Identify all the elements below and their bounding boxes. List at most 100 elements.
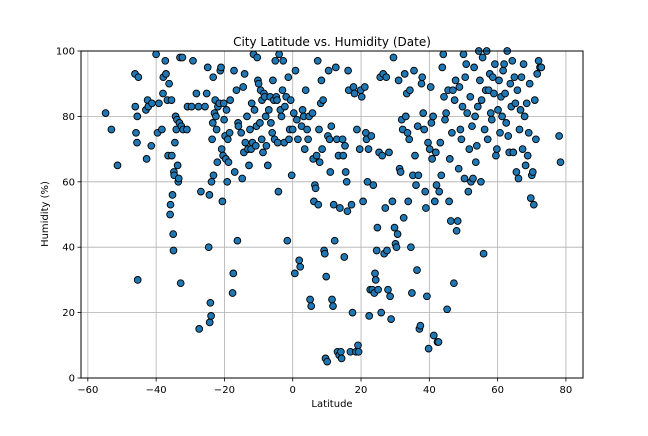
data-point (493, 145, 501, 153)
data-point (347, 200, 356, 209)
data-point (470, 63, 478, 72)
data-point (439, 50, 448, 59)
data-point (462, 60, 471, 68)
data-point (311, 184, 320, 193)
data-point (329, 302, 337, 310)
data-point (292, 115, 301, 124)
data-point (457, 135, 466, 144)
data-point (306, 295, 314, 304)
data-point (197, 187, 205, 196)
data-point (297, 122, 306, 131)
data-point (471, 158, 480, 167)
data-point (509, 148, 518, 157)
data-point (442, 109, 450, 117)
data-point (273, 138, 282, 147)
data-point (218, 197, 227, 206)
data-point (372, 246, 381, 255)
data-point (223, 135, 232, 144)
data-point (465, 145, 474, 153)
data-point (537, 63, 546, 72)
data-point (392, 243, 401, 252)
data-point (133, 112, 142, 121)
data-point (101, 109, 110, 117)
data-point (152, 50, 160, 59)
data-point (529, 200, 538, 209)
data-point (237, 128, 246, 137)
data-point (176, 279, 185, 288)
data-point (390, 223, 399, 232)
data-point (308, 109, 317, 117)
data-point (441, 115, 449, 124)
data-point (367, 132, 376, 140)
data-point (194, 102, 203, 111)
y-tick-label: 80 (62, 112, 75, 123)
y-tick-label: 40 (62, 243, 75, 254)
data-point (418, 73, 427, 82)
data-point (417, 79, 426, 88)
data-point (245, 161, 253, 170)
data-point (341, 141, 349, 150)
data-point (228, 289, 237, 297)
data-point (350, 89, 359, 98)
data-point (522, 99, 531, 108)
data-point (329, 200, 338, 209)
data-point (142, 155, 151, 163)
data-point (326, 168, 335, 176)
data-point (455, 83, 464, 91)
data-point (501, 89, 509, 98)
data-point (324, 66, 333, 75)
data-point (486, 109, 495, 117)
data-point (456, 125, 465, 134)
data-point (496, 128, 504, 137)
data-point (348, 308, 357, 317)
data-point (133, 276, 142, 284)
data-point (445, 155, 454, 163)
data-point (378, 151, 387, 160)
data-point (331, 63, 340, 72)
data-point (530, 96, 539, 104)
data-point (241, 138, 250, 147)
data-point (407, 243, 415, 252)
data-point (192, 89, 201, 98)
data-point (410, 66, 418, 75)
data-point (524, 128, 533, 137)
data-point (273, 96, 281, 104)
data-point (317, 76, 326, 85)
data-point (320, 249, 329, 258)
data-point (171, 138, 179, 147)
data-point (264, 106, 273, 114)
data-point (525, 79, 534, 88)
data-point (189, 56, 197, 65)
data-point (458, 102, 467, 111)
data-point (291, 66, 300, 75)
data-point (107, 125, 116, 134)
data-point (223, 177, 232, 186)
data-point (532, 135, 540, 144)
data-point (382, 73, 391, 82)
data-point (318, 145, 326, 153)
data-point (519, 60, 528, 68)
data-point (254, 79, 263, 88)
data-point (473, 102, 482, 111)
data-point (515, 125, 524, 134)
data-point (285, 135, 293, 144)
data-point (201, 102, 209, 111)
data-point (492, 151, 500, 160)
data-point (534, 56, 543, 65)
data-point (471, 112, 479, 121)
data-point (274, 187, 283, 196)
x-tick-label: 0 (290, 385, 296, 396)
data-point (373, 223, 382, 232)
data-point (239, 83, 248, 91)
data-point (183, 125, 191, 134)
data-point (487, 115, 496, 124)
data-point (450, 96, 459, 104)
data-point (514, 174, 523, 183)
data-point (113, 161, 122, 170)
data-point (374, 285, 382, 294)
data-point (377, 308, 386, 317)
data-point (220, 115, 228, 124)
data-point (464, 187, 473, 196)
data-point (342, 177, 351, 186)
